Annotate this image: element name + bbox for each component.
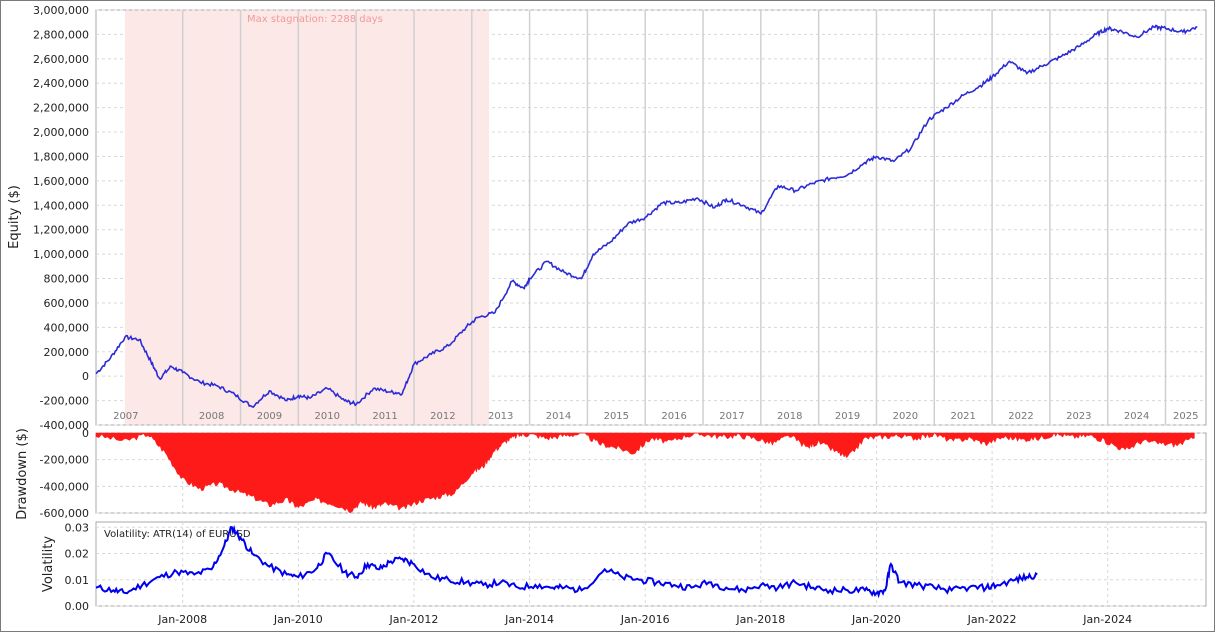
volatility-x-tick-label: Jan-2018 bbox=[735, 613, 785, 626]
volatility-y-tick-label: 0.00 bbox=[65, 600, 90, 613]
equity-series-line bbox=[95, 24, 1198, 408]
equity-y-tick-label: 3,000,000 bbox=[33, 4, 89, 17]
volatility-x-tick-label: Jan-2016 bbox=[620, 613, 670, 626]
volatility-plot-area bbox=[95, 521, 1207, 607]
year-label: 2023 bbox=[1066, 411, 1091, 422]
drawdown-y-tick-label: -600,000 bbox=[40, 507, 89, 520]
equity-y-tick-label: 1,400,000 bbox=[33, 199, 89, 212]
volatility-y-tick-label: 0.03 bbox=[65, 521, 90, 534]
year-label: 2007 bbox=[113, 411, 138, 422]
equity-y-tick-label: -200,000 bbox=[40, 395, 89, 408]
drawdown-y-ticks: -600,000 -400,000 -200,000 0 bbox=[40, 427, 89, 520]
volatility-x-tick-label: Jan-2010 bbox=[273, 613, 323, 626]
equity-y-tick-label: 400,000 bbox=[44, 321, 90, 334]
year-label: 2010 bbox=[315, 411, 340, 422]
year-label: 2015 bbox=[604, 411, 629, 422]
volatility-y-tick-label: 0.01 bbox=[65, 574, 90, 587]
volatility-x-tick-label: Jan-2012 bbox=[389, 613, 439, 626]
volatility-x-tick-label: Jan-2014 bbox=[504, 613, 554, 626]
drawdown-series-area bbox=[95, 432, 1195, 514]
year-label: 2025 bbox=[1173, 411, 1198, 422]
volatility-y-axis-label: Volatility bbox=[41, 536, 56, 592]
equity-y-tick-label: 600,000 bbox=[44, 297, 90, 310]
volatility-series-line bbox=[95, 524, 1038, 599]
volatility-y-ticks: 0.00 0.01 0.02 0.03 bbox=[65, 521, 90, 613]
equity-y-tick-label: 2,800,000 bbox=[33, 28, 89, 41]
equity-y-axis-label: Equity ($) bbox=[7, 185, 22, 249]
drawdown-y-tick-label: 0 bbox=[82, 427, 89, 440]
year-separators bbox=[181, 10, 1167, 425]
year-label: 2011 bbox=[372, 411, 397, 422]
drawdown-y-axis-label: Drawdown ($) bbox=[15, 428, 30, 520]
equity-grid bbox=[96, 9, 1206, 426]
equity-y-tick-label: 2,400,000 bbox=[33, 77, 89, 90]
volatility-grid bbox=[96, 522, 1206, 607]
volatility-x-tick-label: Jan-2020 bbox=[851, 613, 901, 626]
drawdown-panel: -600,000 -400,000 -200,000 0 Drawdown ($) bbox=[15, 427, 1207, 520]
equity-y-tick-label: -400,000 bbox=[40, 419, 89, 432]
year-label: 2016 bbox=[661, 411, 686, 422]
year-label: 2021 bbox=[950, 411, 975, 422]
equity-y-tick-label: 1,200,000 bbox=[33, 224, 89, 237]
stagnation-annotation: Max stagnation: 2288 days bbox=[247, 14, 383, 25]
equity-y-tick-label: 1,800,000 bbox=[33, 150, 89, 163]
equity-y-tick-label: 1,000,000 bbox=[33, 248, 89, 261]
equity-y-tick-label: 1,600,000 bbox=[33, 175, 89, 188]
year-label: 2019 bbox=[835, 411, 860, 422]
equity-y-tick-label: 800,000 bbox=[44, 273, 90, 286]
equity-y-tick-label: 200,000 bbox=[44, 346, 90, 359]
volatility-x-tick-label: Jan-2024 bbox=[1082, 613, 1132, 626]
year-label: 2012 bbox=[430, 411, 455, 422]
year-label: 2020 bbox=[893, 411, 918, 422]
year-label: 2017 bbox=[719, 411, 744, 422]
year-labels: 2007 2008 2009 2010 2011 2012 2013 2014 2015 2016… bbox=[113, 411, 1198, 422]
equity-y-ticks: -400,000 -200,000 0 200,000 400,000 600,000 80… bbox=[33, 4, 89, 432]
volatility-panel: 0.00 0.01 0.02 0.03 Jan-2008 Jan-2010 Jan-201… bbox=[41, 521, 1207, 626]
equity-y-tick-label: 2,200,000 bbox=[33, 102, 89, 115]
year-label: 2014 bbox=[546, 411, 571, 422]
volatility-title: Volatility: ATR(14) of EURUSD bbox=[104, 529, 251, 540]
year-label: 2018 bbox=[777, 411, 802, 422]
equity-y-tick-label: 2,000,000 bbox=[33, 126, 89, 139]
volatility-x-tick-label: Jan-2008 bbox=[157, 613, 207, 626]
volatility-x-tick-label: Jan-2022 bbox=[967, 613, 1017, 626]
year-label: 2024 bbox=[1124, 411, 1149, 422]
equity-panel: 2007 2008 2009 2010 2011 2012 2013 2014 2015 2016… bbox=[7, 4, 1207, 432]
equity-y-tick-label: 0 bbox=[82, 370, 89, 383]
drawdown-y-tick-label: -400,000 bbox=[40, 480, 89, 493]
volatility-x-ticks: Jan-2008 Jan-2010 Jan-2012 Jan-2014 Jan-2016… bbox=[157, 613, 1132, 626]
equity-y-tick-label: 2,600,000 bbox=[33, 53, 89, 66]
drawdown-y-tick-label: -200,000 bbox=[40, 454, 89, 467]
year-label: 2009 bbox=[257, 411, 282, 422]
year-label: 2022 bbox=[1008, 411, 1033, 422]
year-label: 2008 bbox=[199, 411, 224, 422]
year-label: 2013 bbox=[488, 411, 513, 422]
stagnation-band bbox=[124, 10, 490, 425]
volatility-y-tick-label: 0.02 bbox=[65, 548, 90, 561]
